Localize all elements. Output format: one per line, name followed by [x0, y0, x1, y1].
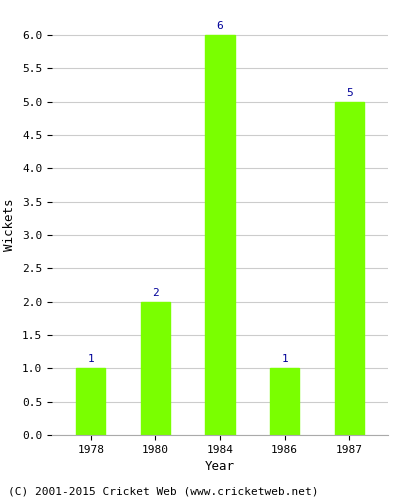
Text: 1: 1	[281, 354, 288, 364]
Text: (C) 2001-2015 Cricket Web (www.cricketweb.net): (C) 2001-2015 Cricket Web (www.cricketwe…	[8, 487, 318, 497]
Bar	[335, 102, 364, 435]
Bar	[270, 368, 299, 435]
X-axis label: Year: Year	[205, 460, 235, 473]
Text: 5: 5	[346, 88, 353, 98]
Bar	[206, 35, 234, 435]
Text: 2: 2	[152, 288, 159, 298]
Text: 6: 6	[217, 21, 223, 31]
Bar	[76, 368, 105, 435]
Y-axis label: Wickets: Wickets	[4, 198, 16, 251]
Bar	[141, 302, 170, 435]
Text: 1: 1	[87, 354, 94, 364]
